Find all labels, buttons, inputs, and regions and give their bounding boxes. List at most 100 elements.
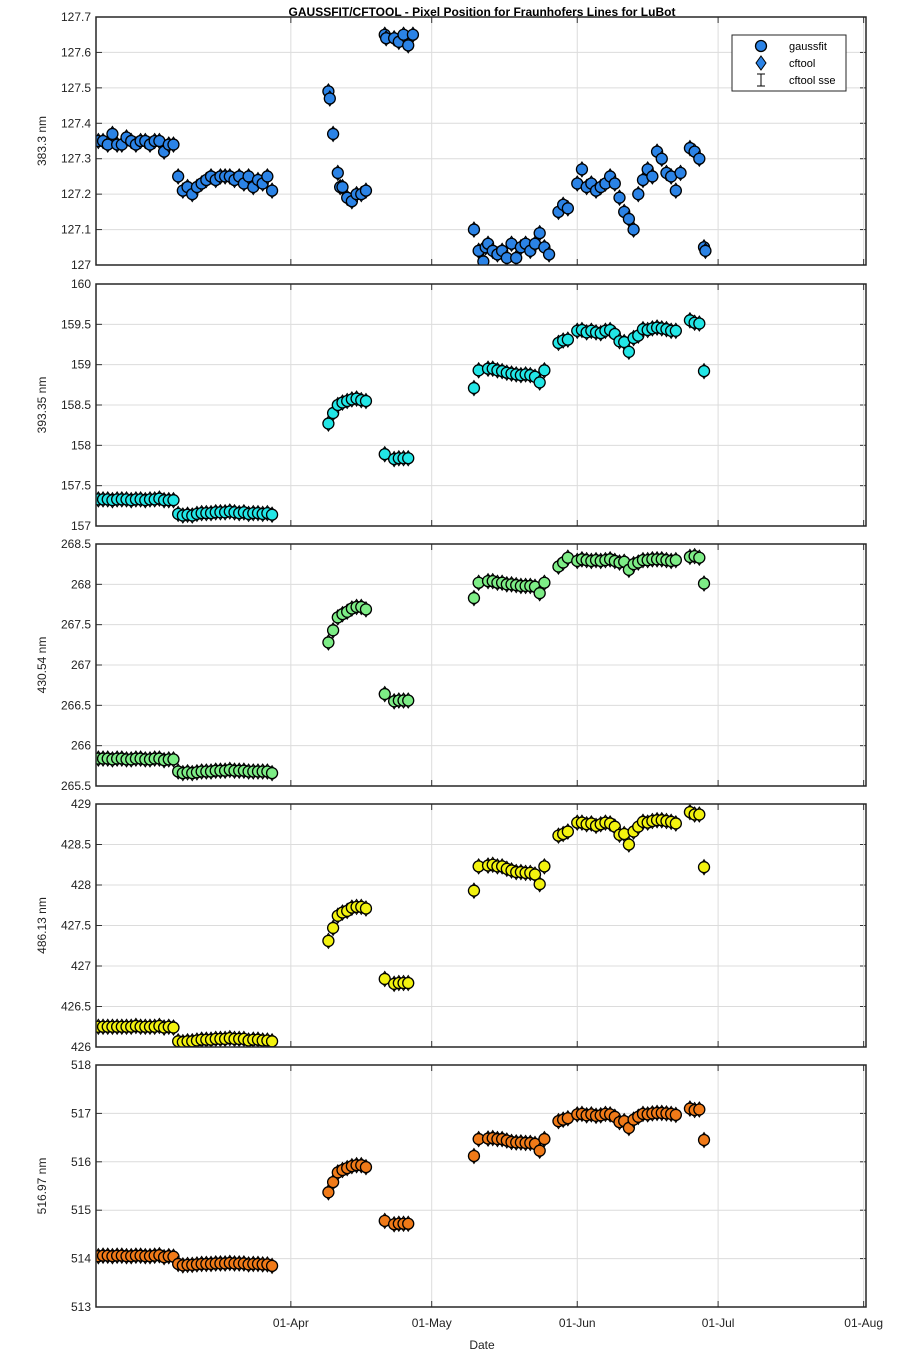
y-axis-label: 393.35 nm xyxy=(35,377,49,434)
gaussfit-point xyxy=(378,972,391,986)
y-tick-label: 426 xyxy=(71,1040,91,1054)
gaussfit-point xyxy=(378,448,391,461)
x-tick-label: 01-May xyxy=(412,1316,452,1330)
gaussfit-point xyxy=(359,603,373,616)
data-series xyxy=(96,311,711,524)
gaussfit-point xyxy=(261,170,274,183)
y-tick-label: 516 xyxy=(71,1155,91,1169)
y-tick-label: 265.5 xyxy=(61,779,91,793)
gaussfit-point xyxy=(608,177,621,190)
y-tick-label: 158 xyxy=(71,438,91,452)
y-tick-label: 267.5 xyxy=(61,618,91,632)
legend-gaussfit-marker xyxy=(754,39,768,53)
y-tick-label: 157 xyxy=(71,519,91,533)
gaussfit-point xyxy=(326,624,340,637)
panel-axes-box xyxy=(95,283,867,527)
y-tick-label: 426.5 xyxy=(61,1000,91,1014)
gaussfit-point xyxy=(538,860,551,873)
gaussfit-point xyxy=(697,1133,711,1147)
gaussfit-point xyxy=(697,577,711,590)
y-tick-label: 267 xyxy=(71,658,91,672)
y-tick-label: 127.2 xyxy=(61,187,91,201)
gaussfit-point xyxy=(402,1217,415,1230)
x-tick-label: 01-Apr xyxy=(273,1316,309,1330)
gaussfit-point xyxy=(561,202,575,215)
gaussfit-point xyxy=(699,244,712,257)
y-axis-label: 430.54 nm xyxy=(35,637,49,694)
gaussfit-point xyxy=(669,553,682,567)
gaussfit-point xyxy=(359,184,373,197)
gaussfit-point xyxy=(265,508,279,521)
gaussfit-point xyxy=(336,180,349,194)
y-tick-label: 513 xyxy=(71,1300,91,1314)
panel-3: 265.5 266 266.5 267 267.5 268 268.5 430.54 nm xyxy=(35,537,867,793)
gaussfit-point xyxy=(322,934,335,948)
data-series xyxy=(96,1100,711,1275)
panel-axes-box xyxy=(95,803,867,1048)
gaussfit-point xyxy=(697,861,711,874)
chart-title: GAUSSFIT/CFTOOL - Pixel Position for Fra… xyxy=(289,5,676,19)
gaussfit-point xyxy=(265,184,279,197)
gaussfit-point xyxy=(669,1108,682,1122)
gaussfit-point xyxy=(528,868,542,881)
gaussfit-point xyxy=(561,333,575,346)
gaussfit-point xyxy=(467,884,481,897)
gaussfit-point xyxy=(693,808,706,821)
gaussfit-point xyxy=(622,345,636,358)
gaussfit-point xyxy=(510,251,523,265)
gaussfit-point xyxy=(575,163,589,176)
gaussfit-point xyxy=(646,170,659,183)
legend-entry: cftool sse xyxy=(789,75,835,87)
gaussfit-point xyxy=(533,878,546,891)
gaussfit-point xyxy=(467,1149,481,1163)
gaussfit-point xyxy=(265,766,279,780)
gaussfit-point xyxy=(467,223,481,236)
gaussfit-point xyxy=(378,687,391,701)
gaussfit-point xyxy=(655,152,668,165)
gaussfit-point xyxy=(693,152,706,165)
y-tick-label: 268 xyxy=(71,577,91,591)
gaussfit-point xyxy=(331,166,344,180)
legend-entry: gaussfit xyxy=(789,41,827,53)
y-tick-label: 515 xyxy=(71,1203,91,1217)
x-axis-label: Date xyxy=(469,1338,495,1350)
y-tick-label: 157.5 xyxy=(61,479,91,493)
legend-entry: cftool xyxy=(789,58,815,70)
gaussfit-point xyxy=(467,381,481,395)
gaussfit-point xyxy=(323,92,336,105)
gaussfit-point xyxy=(627,223,640,236)
y-tick-label: 428 xyxy=(71,878,91,892)
data-series xyxy=(96,26,712,265)
gaussfit-point xyxy=(669,817,682,830)
gaussfit-point xyxy=(693,317,706,330)
legend-cftool-marker xyxy=(755,55,767,71)
gaussfit-point xyxy=(322,1186,335,1199)
gaussfit-point xyxy=(359,902,373,915)
y-tick-label: 127.3 xyxy=(61,152,91,166)
panel-1: 127 127.1 127.2 127.3 127.4 127.5 127.6 127.7 38… xyxy=(35,10,867,272)
gaussfit-point xyxy=(693,551,706,564)
y-tick-label: 158.5 xyxy=(61,398,91,412)
legend-box xyxy=(731,34,847,92)
gaussfit-point xyxy=(613,191,626,204)
gaussfit-point xyxy=(467,591,481,605)
y-tick-label: 127.7 xyxy=(61,10,91,24)
gaussfit-point xyxy=(693,1103,706,1116)
gaussfit-point xyxy=(167,494,180,507)
y-tick-label: 266.5 xyxy=(61,698,91,712)
gaussfit-point xyxy=(167,1021,180,1034)
gaussfit-point xyxy=(674,166,687,180)
y-axis-label: 516.97 nm xyxy=(35,1158,49,1215)
y-tick-label: 127.1 xyxy=(61,223,91,237)
gaussfit-point xyxy=(622,838,636,851)
x-tick-label: 01-Aug xyxy=(844,1316,883,1330)
x-tick-label: 01-Jun xyxy=(559,1316,596,1330)
y-tick-label: 427 xyxy=(71,959,91,973)
gaussfit-point xyxy=(265,1259,279,1273)
y-tick-label: 159 xyxy=(71,358,91,372)
y-tick-label: 427.5 xyxy=(61,919,91,933)
gaussfit-point xyxy=(533,226,546,240)
gaussfit-point xyxy=(265,1035,279,1047)
gaussfit-point xyxy=(538,364,551,377)
